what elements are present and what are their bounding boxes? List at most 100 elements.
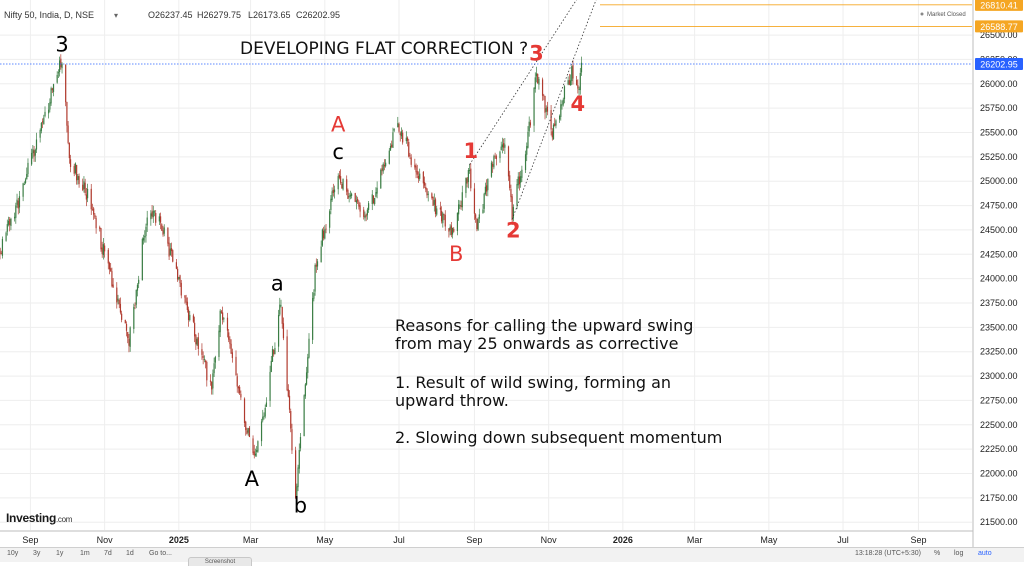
range-1y-button[interactable]: 1y xyxy=(56,550,64,557)
log-toggle[interactable]: log xyxy=(954,550,964,557)
price-tag-label: 26810.41 xyxy=(980,0,1018,10)
candle-body xyxy=(121,313,123,320)
candle-body xyxy=(206,362,208,381)
candle-body xyxy=(389,145,392,151)
market-status: Market Closed xyxy=(920,12,966,18)
candle-body xyxy=(15,205,17,218)
candle-body xyxy=(304,384,306,397)
price-tag-box xyxy=(975,0,1023,11)
candle-body xyxy=(443,214,445,216)
candle-body xyxy=(359,205,361,212)
point-2: 2. Slowing down subsequent momentum xyxy=(395,428,722,447)
candle-body xyxy=(256,449,258,452)
reasons-line-1: Reasons for calling the upward swing xyxy=(395,316,693,335)
channel-line xyxy=(511,0,597,220)
reasons-note: Reasons for calling the upward swing fro… xyxy=(395,316,722,447)
candle-body xyxy=(563,86,566,100)
candle-body xyxy=(286,336,288,391)
candle-body xyxy=(280,305,282,307)
candle-body xyxy=(364,215,366,219)
candle-body xyxy=(202,355,204,358)
candle-body xyxy=(110,268,112,272)
candle-body xyxy=(324,229,326,239)
candle-body xyxy=(133,306,135,329)
candle-body xyxy=(405,137,407,142)
candle-body xyxy=(299,437,302,449)
candle-body xyxy=(500,146,502,151)
candle-body xyxy=(141,238,143,281)
symbol-title[interactable]: Nifty 50, India, D, NSE xyxy=(4,10,94,20)
candle-body xyxy=(168,242,170,257)
chart-area[interactable]: 3 Aa b Ac B 1 2 3 4 B C 21500.00 21750.00 22000.00 22… xyxy=(0,0,1024,547)
candle-body xyxy=(459,205,461,207)
point-1-line-1: 1. Result of wild swing, forming an xyxy=(395,373,671,392)
chart-header: Nifty 50, India, D, NSE ▾ O26237.45 H262… xyxy=(4,10,340,20)
candle-body xyxy=(287,389,289,397)
price-tick-label: 23000.00 xyxy=(980,371,1018,381)
candle-body xyxy=(510,188,512,198)
candle-body xyxy=(541,79,544,96)
time-tick-label: Mar xyxy=(687,535,703,545)
channel-line xyxy=(469,0,577,165)
candle-body xyxy=(520,176,522,183)
wave-label: 3 xyxy=(55,33,68,57)
candle-body xyxy=(382,163,384,172)
candle-body xyxy=(219,310,221,333)
percent-toggle[interactable]: % xyxy=(934,550,941,557)
candle-body xyxy=(222,312,224,320)
candle-body xyxy=(483,193,485,209)
candle-body xyxy=(246,430,248,434)
status-dot-icon xyxy=(920,12,924,16)
candle-body xyxy=(486,185,488,192)
candle-body xyxy=(177,268,179,280)
candle-body xyxy=(555,120,557,126)
candle-body xyxy=(380,169,382,189)
candle-body xyxy=(263,415,265,417)
auto-toggle[interactable]: auto xyxy=(978,550,992,557)
candle-body xyxy=(449,226,451,231)
range-3y-button[interactable]: 3y xyxy=(33,550,41,557)
candle-body xyxy=(236,376,238,387)
price-tick-label: 24500.00 xyxy=(980,225,1018,235)
candle-body xyxy=(240,393,242,398)
candle-body xyxy=(580,62,583,73)
price-tick-label: 23750.00 xyxy=(980,298,1018,308)
candle-body xyxy=(50,88,52,104)
candle-body xyxy=(213,363,215,374)
price-tick-label: 22500.00 xyxy=(980,420,1018,430)
candle-body xyxy=(239,386,241,394)
candle-body xyxy=(545,108,547,112)
candle-body xyxy=(271,349,274,362)
candle-body xyxy=(504,144,506,148)
candle-body xyxy=(146,217,148,226)
range-1m-button[interactable]: 1m xyxy=(80,550,90,557)
candle-body xyxy=(77,175,79,180)
range-1d-button[interactable]: 1d xyxy=(126,550,134,557)
candle-body xyxy=(422,171,424,184)
candle-body xyxy=(134,305,136,307)
candle-body xyxy=(59,60,61,73)
candle-body xyxy=(264,407,266,417)
candle-body xyxy=(78,176,80,185)
candle-body xyxy=(296,486,298,498)
candle-body xyxy=(226,317,229,331)
candle-body xyxy=(31,152,33,165)
candle-body xyxy=(385,162,387,167)
candle-body xyxy=(86,188,89,199)
candle-body xyxy=(482,209,484,214)
candle-body xyxy=(527,131,529,148)
candle-body xyxy=(499,151,501,159)
go-to-date-button[interactable]: Go to... xyxy=(149,550,172,557)
range-7d-button[interactable]: 7d xyxy=(104,550,112,557)
candle-body xyxy=(6,224,8,232)
range-10y-button[interactable]: 10y xyxy=(7,550,19,557)
candle-body xyxy=(85,194,87,200)
candle-body xyxy=(254,453,257,456)
candle-body xyxy=(1,238,4,256)
candle-body xyxy=(467,170,469,183)
candle-body xyxy=(247,428,249,433)
candle-body xyxy=(212,373,214,389)
symbol-dropdown-icon[interactable]: ▾ xyxy=(114,11,118,20)
candle-body xyxy=(473,188,476,214)
candle-body xyxy=(129,327,131,347)
